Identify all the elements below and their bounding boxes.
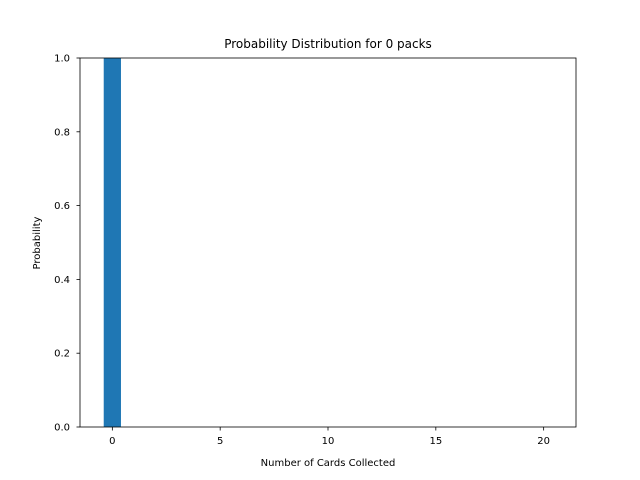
y-axis-label: Probability [32,216,43,269]
y-tick-label: 1.0 [54,54,70,65]
y-tick-label: 0.0 [54,423,70,434]
plot-area: 0 5 10 15 20 0.0 0.2 0.4 0.6 0.8 1.0 [54,54,577,447]
x-tick-label: 20 [537,436,550,447]
x-tick-label: 10 [322,436,335,447]
chart-title: Probability Distribution for 0 packs [224,37,432,51]
axes-frame [79,57,577,428]
x-tick-label: 15 [429,436,442,447]
x-axis-label: Number of Cards Collected [261,458,396,469]
y-tick-label: 0.4 [54,275,70,286]
x-tick-label: 0 [109,436,115,447]
y-tick-label: 0.8 [54,127,70,138]
x-tick-label: 5 [217,436,223,447]
y-tick-label: 0.6 [54,201,70,212]
bar [103,58,121,427]
y-tick-label: 0.2 [54,349,70,360]
